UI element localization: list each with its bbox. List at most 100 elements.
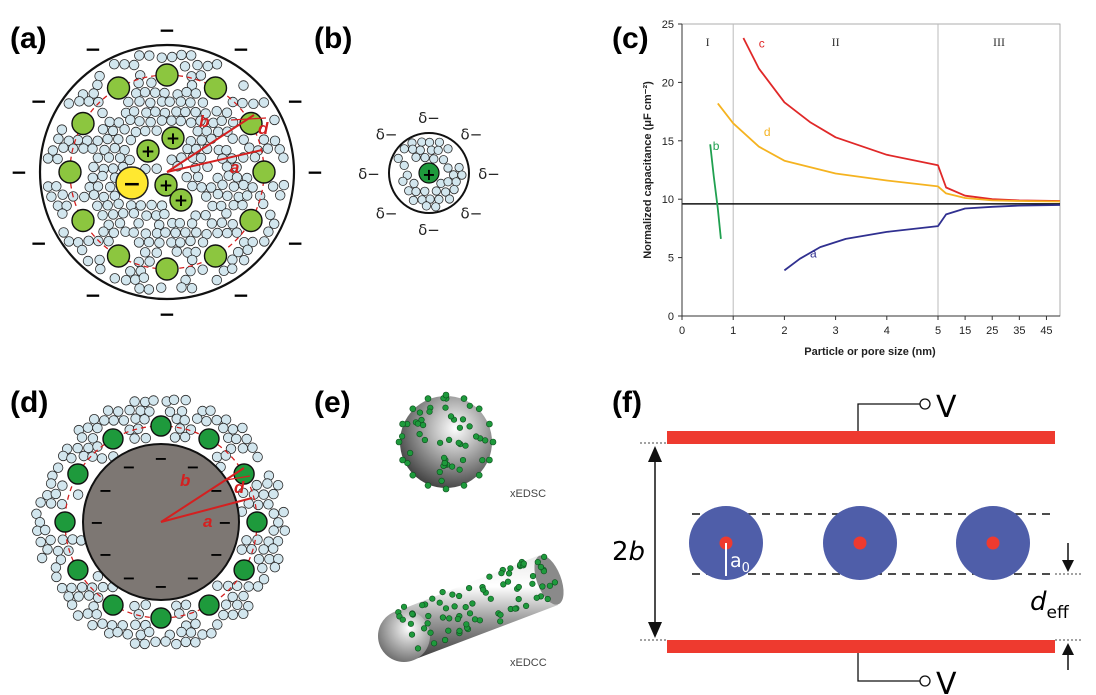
solvent-molecule <box>52 545 64 557</box>
counterion-sign: + <box>244 0 258 5</box>
panel-a-solvent-molecules <box>42 49 290 295</box>
solvent-molecule <box>151 247 163 258</box>
solvent-molecule <box>82 422 94 433</box>
solvent-molecule <box>237 199 248 211</box>
core-charge: − <box>218 513 231 532</box>
solvent-molecule <box>268 508 280 519</box>
adsorbed-ion <box>486 573 493 580</box>
solvent-molecule <box>424 137 435 147</box>
solvent-molecule <box>97 107 108 119</box>
adsorbed-ion <box>449 591 456 598</box>
adsorbed-ion <box>466 610 474 617</box>
solvent-molecule <box>145 116 156 128</box>
solvent-molecule <box>190 88 202 99</box>
solvent-molecule <box>97 124 109 135</box>
solvent-molecule <box>216 217 228 228</box>
panel-d-core-charges: − −−−−−−−−−−− <box>90 449 231 596</box>
solvent-molecule <box>431 186 441 196</box>
solvent-molecule <box>206 218 218 229</box>
solvent-molecule <box>258 134 270 145</box>
solvent-molecule <box>118 415 130 426</box>
solvent-molecule <box>104 116 115 128</box>
adsorbed-ion <box>429 595 436 602</box>
solvent-molecule <box>133 609 144 620</box>
counterion-sign: + <box>237 0 250 4</box>
gap-label-var: b <box>629 537 646 567</box>
core-charge: − <box>210 481 223 500</box>
solvent-molecule <box>181 171 192 183</box>
solvent-molecule <box>208 117 219 129</box>
adsorbed-ion <box>407 620 415 627</box>
series-label-d: d <box>764 125 771 139</box>
solvent-molecule <box>186 254 198 266</box>
counterion-sign: + <box>106 0 119 4</box>
adsorbed-ion <box>537 563 545 571</box>
counterion <box>203 244 228 268</box>
adsorbed-ion <box>426 408 433 415</box>
solvent-molecule <box>159 208 170 220</box>
adsorbed-ion <box>421 436 429 444</box>
solvent-molecule <box>94 254 105 266</box>
solvent-molecule <box>164 96 175 107</box>
solvent-molecule <box>166 115 177 126</box>
bottom-voltage-label: V <box>936 667 957 695</box>
solvent-molecule <box>238 255 250 266</box>
solvent-molecule <box>221 107 233 118</box>
solvent-molecule <box>402 170 412 180</box>
outer-charge: − <box>30 231 47 255</box>
adsorbed-ion <box>404 460 411 467</box>
solvent-molecule <box>88 189 100 201</box>
inner-ion-sign: + <box>166 129 180 149</box>
adsorbed-ion <box>456 627 463 635</box>
solvent-molecule <box>278 179 290 191</box>
adsorbed-ion <box>441 454 448 462</box>
solvent-molecule <box>107 163 119 174</box>
solvent-molecule <box>268 543 279 554</box>
solvent-molecule <box>67 534 78 545</box>
counterion-sign: + <box>208 0 222 5</box>
adsorbed-ion <box>451 603 458 610</box>
deff-label-sub: eff <box>1047 603 1070 623</box>
solvent-molecule <box>411 187 421 197</box>
core-charge: − <box>122 458 135 477</box>
solvent-molecule <box>117 620 128 631</box>
counterion <box>150 415 172 437</box>
panel-d-solvent-molecules <box>31 394 291 650</box>
top-voltage-label: V <box>936 390 957 425</box>
counterion-sign: + <box>244 0 258 5</box>
solvent-molecule <box>139 86 151 98</box>
solvent-molecule <box>45 498 57 509</box>
ion-core <box>853 536 867 550</box>
deff-dimension-arrows: deff <box>1030 543 1074 670</box>
adsorbed-ion <box>504 578 512 585</box>
solvent-molecule <box>231 162 242 173</box>
region-label: III <box>993 35 1005 49</box>
solvent-molecule <box>196 135 207 146</box>
sphere-adsorbed-ions <box>395 391 497 493</box>
adsorbed-ion <box>520 560 527 567</box>
adsorbed-ion <box>466 402 473 409</box>
inner-ion-sign: + <box>141 142 155 162</box>
panel-b-central-ion: + <box>418 162 440 184</box>
outer-charge: − <box>30 89 47 113</box>
solvent-molecule <box>119 124 130 135</box>
adsorbed-ion <box>475 471 483 479</box>
solvent-molecule <box>40 524 51 536</box>
solvent-molecule <box>98 191 110 203</box>
solvent-molecule <box>102 405 114 416</box>
solvent-molecule <box>433 145 443 155</box>
solvent-molecule <box>238 608 249 620</box>
panel-d-label-b: b <box>180 471 190 490</box>
solvent-molecule <box>259 236 270 247</box>
adsorbed-ion <box>544 595 551 603</box>
y-tick-label: 15 <box>662 136 674 148</box>
solvent-molecule <box>180 106 191 118</box>
adsorbed-ion <box>487 595 494 602</box>
adsorbed-ion <box>497 618 504 625</box>
solvent-molecule <box>197 97 209 108</box>
solvent-molecule <box>139 638 150 650</box>
counterion-sign: + <box>76 0 90 5</box>
adsorbed-ion <box>515 595 522 603</box>
solvent-molecule <box>176 282 187 293</box>
adsorbed-ion <box>442 404 449 411</box>
